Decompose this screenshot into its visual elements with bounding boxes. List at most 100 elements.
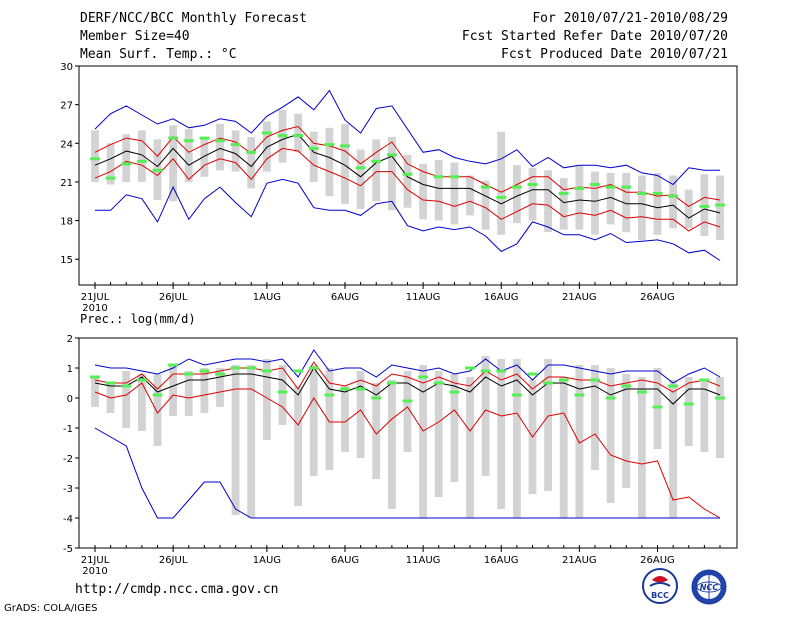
precipitation-lower-line bbox=[94, 382, 721, 519]
temperature-ensemble-box bbox=[591, 171, 599, 235]
temperature-ensemble-box bbox=[388, 136, 396, 211]
precipitation-ytick-label: 1 bbox=[67, 364, 73, 375]
precipitation-ensemble-box bbox=[638, 377, 646, 518]
precipitation-upper-line bbox=[94, 361, 721, 393]
temperature-observed-marker bbox=[371, 159, 382, 163]
precipitation-observed-marker bbox=[465, 366, 475, 370]
precipitation-ensemble-box bbox=[403, 371, 412, 452]
temperature-observed-marker bbox=[246, 150, 257, 154]
temperature-observed-marker bbox=[324, 143, 335, 147]
temperature-ytick-label: 15 bbox=[60, 255, 73, 266]
precipitation-xtick-label: 1AUG bbox=[253, 555, 281, 566]
temperature-ensemble-box bbox=[466, 175, 474, 216]
temperature-ensemble-box bbox=[403, 154, 412, 208]
temperature-observed-marker bbox=[449, 175, 460, 179]
temperature-ensemble-box bbox=[419, 163, 427, 220]
temperature-ytick-label: 24 bbox=[60, 139, 73, 150]
temperature-mean-line bbox=[94, 133, 721, 219]
precipitation-observed-marker bbox=[183, 372, 194, 376]
precipitation-ensemble-box bbox=[247, 365, 256, 518]
precipitation-observed-marker bbox=[621, 384, 632, 388]
precipitation-max-line bbox=[94, 349, 721, 384]
temperature-ensemble-box bbox=[622, 172, 631, 233]
precipitation-observed-marker bbox=[574, 393, 585, 397]
grads-credit: GrADS: COLA/IGES bbox=[4, 603, 98, 614]
temperature-xtick-label: 26JUL bbox=[159, 292, 188, 303]
temperature-ensemble-box bbox=[528, 167, 537, 221]
temperature-ensemble-box bbox=[481, 180, 490, 230]
precipitation-observed-marker bbox=[590, 378, 600, 382]
precipitation-ensemble-box bbox=[559, 377, 568, 518]
precipitation-observed-marker bbox=[449, 390, 460, 394]
precipitation-xtick-label: 6AUG bbox=[331, 555, 359, 566]
precipitation-xtick-label: 21AUG bbox=[562, 555, 597, 566]
temperature-observed-marker bbox=[652, 192, 663, 195]
temperature-observed-marker bbox=[308, 146, 319, 150]
precipitation-ensemble-box bbox=[481, 356, 490, 476]
temperature-observed-marker bbox=[433, 175, 444, 179]
precipitation-xtick-label: 21JUL bbox=[81, 555, 110, 566]
temperature-xtick-label: 11AUG bbox=[406, 292, 441, 303]
temperature-observed-marker bbox=[621, 185, 632, 189]
temperature-xtick-label: 21AUG bbox=[562, 292, 597, 303]
source-url[interactable]: http://cmdp.ncc.cma.gov.cn bbox=[75, 582, 279, 597]
temperature-observed-marker bbox=[199, 136, 210, 140]
precip-variable-label: Prec.: log(mm/d) bbox=[80, 312, 196, 326]
temperature-ensemble-box bbox=[309, 131, 318, 182]
temperature-xtick-label: 16AUG bbox=[484, 292, 519, 303]
precipitation-observed-marker bbox=[105, 381, 116, 385]
temperature-observed-marker bbox=[512, 185, 522, 189]
precipitation-observed-marker bbox=[402, 399, 413, 403]
temperature-observed-marker bbox=[105, 176, 116, 180]
temperature-upper-line bbox=[94, 125, 721, 207]
temperature-observed-marker bbox=[715, 203, 725, 207]
precipitation-ytick-label: -2 bbox=[63, 454, 73, 465]
precipitation-observed-marker bbox=[246, 366, 257, 370]
member-size-label: Member Size=40 bbox=[80, 29, 190, 44]
temperature-ytick-label: 18 bbox=[60, 217, 73, 228]
temperature-ensemble-box bbox=[606, 172, 615, 225]
temperature-observed-marker bbox=[230, 143, 241, 147]
temperature-xtick-label: 26AUG bbox=[640, 292, 675, 303]
precipitation-observed-marker bbox=[512, 393, 522, 397]
temperature-ensemble-box bbox=[247, 136, 256, 189]
precipitation-ensemble-box bbox=[278, 365, 287, 425]
variable-label: Mean Surf. Temp.: °C bbox=[80, 47, 237, 62]
temperature-observed-marker bbox=[637, 192, 647, 195]
precipitation-observed-marker bbox=[387, 381, 397, 385]
temperature-observed-marker bbox=[590, 183, 600, 186]
precipitation-observed-marker bbox=[121, 384, 132, 388]
precipitation-observed-marker bbox=[668, 384, 678, 388]
precipitation-xtick-label: 11AUG bbox=[406, 555, 441, 566]
precipitation-ensemble-box bbox=[606, 368, 615, 503]
forecast-produced-date: Fcst Produced Date 2010/07/21 bbox=[501, 47, 728, 62]
temperature-ensemble-box bbox=[497, 131, 506, 235]
temperature-ensemble-box bbox=[575, 165, 584, 230]
precipitation-ensemble-box bbox=[153, 374, 162, 446]
temperature-xtick-year: 2010 bbox=[82, 303, 107, 314]
temperature-ensemble-box bbox=[341, 124, 349, 204]
precipitation-observed-marker bbox=[543, 381, 553, 385]
temperature-ensemble-box bbox=[513, 165, 521, 224]
temperature-observed-marker bbox=[152, 168, 163, 172]
ncc-logo: NCC bbox=[691, 569, 727, 605]
precipitation-ensemble-box bbox=[497, 359, 506, 509]
precipitation-ensemble-box bbox=[434, 371, 443, 497]
temperature-observed-marker bbox=[183, 139, 194, 143]
temperature-ytick-label: 21 bbox=[60, 178, 73, 189]
bcc-logo-text: BCC bbox=[651, 591, 669, 600]
precipitation-ensemble-box bbox=[122, 371, 131, 428]
precipitation-observed-marker bbox=[262, 369, 272, 373]
precipitation-ensemble-box bbox=[325, 368, 334, 470]
precipitation-observed-marker bbox=[558, 378, 569, 382]
precipitation-observed-marker bbox=[168, 363, 178, 367]
precipitation-xtick-label: 26AUG bbox=[640, 555, 675, 566]
temperature-ensemble-box bbox=[434, 160, 443, 221]
temperature-ensemble-box bbox=[684, 189, 693, 229]
precipitation-observed-marker bbox=[527, 372, 538, 376]
precipitation-ensemble-box bbox=[684, 377, 693, 446]
precipitation-ytick-label: -1 bbox=[63, 424, 73, 435]
temperature-observed-marker bbox=[262, 131, 272, 135]
